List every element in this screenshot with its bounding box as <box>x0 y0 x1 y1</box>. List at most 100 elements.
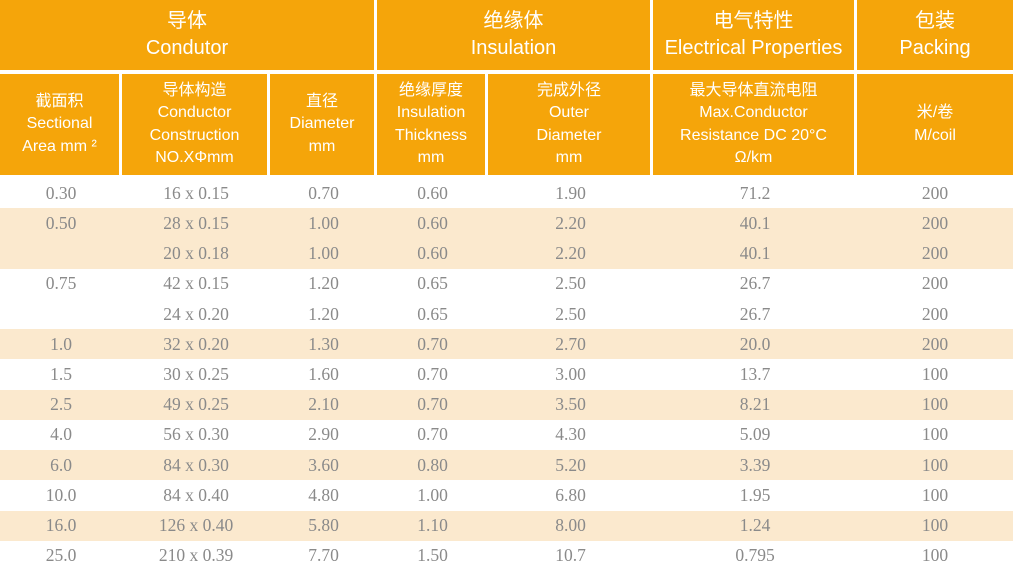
cell-conductor-construction: 16 x 0.15 <box>163 182 229 203</box>
cell-sectional-area: 6.0 <box>50 454 72 475</box>
cell-max-resistance: 8.21 <box>739 394 771 415</box>
cell-sectional-area: 16.0 <box>45 515 77 536</box>
cell-m-per-coil: 100 <box>921 545 949 566</box>
cell-insulation-thickness: 1.10 <box>417 515 448 536</box>
cell-conductor-construction: 84 x 0.40 <box>163 484 229 505</box>
cell-max-resistance: 3.39 <box>739 454 771 475</box>
table-row: 0.50 28 x 0.15 1.00 0.60 2.20 40.1 200 <box>0 208 1013 239</box>
cell-diameter: 1.00 <box>308 212 339 233</box>
cell-outer-diameter: 4.30 <box>555 424 586 445</box>
cell-sectional-area: 4.0 <box>50 424 72 445</box>
cell-insulation-thickness: 0.70 <box>417 424 448 445</box>
cell-max-resistance: 5.09 <box>739 424 771 445</box>
cell-outer-diameter: 3.50 <box>555 394 586 415</box>
cell-m-per-coil: 200 <box>921 273 949 294</box>
cell-insulation-thickness: 0.65 <box>417 303 448 324</box>
table-row: 1.5 30 x 0.25 1.60 0.70 3.00 13.7 100 <box>0 359 1013 390</box>
cell-outer-diameter: 2.20 <box>555 243 586 264</box>
table-row: 10.0 84 x 0.40 4.80 1.00 6.80 1.95 100 <box>0 480 1013 511</box>
cell-outer-diameter: 1.90 <box>555 182 586 203</box>
cell-m-per-coil: 200 <box>921 243 949 264</box>
cell-max-resistance: 40.1 <box>739 243 771 264</box>
column-header-conductor-construction: 导体构造 Conductor Construction NO.XΦmm <box>122 74 270 175</box>
cell-insulation-thickness: 0.70 <box>417 333 448 354</box>
cell-max-resistance: 26.7 <box>739 303 771 324</box>
cell-diameter: 7.70 <box>308 545 339 566</box>
cell-conductor-construction: 42 x 0.15 <box>163 273 229 294</box>
cell-max-resistance: 26.7 <box>739 273 771 294</box>
cell-sectional-area: 25.0 <box>45 545 77 566</box>
group-header-packing: 包装 Packing <box>857 0 1013 70</box>
group-header-row: 导体 Condutor 绝缘体 Insulation 电气特性 Electric… <box>0 0 1013 70</box>
table-body: 0.30 16 x 0.15 0.70 0.60 1.90 71.2 200 0.50 28 x… <box>0 178 1013 571</box>
cell-conductor-construction: 24 x 0.20 <box>163 303 229 324</box>
cell-insulation-thickness: 0.70 <box>417 394 448 415</box>
cell-diameter: 2.10 <box>308 394 339 415</box>
cell-insulation-thickness: 1.50 <box>417 545 448 566</box>
group-header-insulation: 绝缘体 Insulation <box>377 0 653 70</box>
table-row: 1.0 32 x 0.20 1.30 0.70 2.70 20.0 200 <box>0 329 1013 360</box>
cell-diameter: 1.30 <box>308 333 339 354</box>
cell-max-resistance: 20.0 <box>739 333 771 354</box>
cell-conductor-construction: 84 x 0.30 <box>163 454 229 475</box>
cell-outer-diameter: 2.20 <box>555 212 586 233</box>
table-row: 0.30 16 x 0.15 0.70 0.60 1.90 71.2 200 <box>0 178 1013 209</box>
cell-conductor-construction: 56 x 0.30 <box>163 424 229 445</box>
cell-sectional-area: 2.5 <box>50 394 72 415</box>
cell-conductor-construction: 49 x 0.25 <box>163 394 229 415</box>
cell-insulation-thickness: 0.70 <box>417 364 448 385</box>
cell-diameter: 4.80 <box>308 484 339 505</box>
cell-sectional-area: 10.0 <box>45 484 77 505</box>
table-row: 16.0 126 x 0.40 5.80 1.10 8.00 1.24 100 <box>0 510 1013 541</box>
cell-insulation-thickness: 1.00 <box>417 484 448 505</box>
cell-sectional-area: 1.5 <box>50 364 72 385</box>
column-header-diameter: 直径 Diameter mm <box>270 74 377 175</box>
column-header-max-resistance: 最大导体直流电阻 Max.Conductor Resistance DC 20°… <box>653 74 857 175</box>
cell-outer-diameter: 2.70 <box>555 333 586 354</box>
table-row: 2.5 49 x 0.25 2.10 0.70 3.50 8.21 100 <box>0 389 1013 420</box>
cell-diameter: 1.00 <box>308 243 339 264</box>
cell-insulation-thickness: 0.80 <box>417 454 448 475</box>
cell-m-per-coil: 200 <box>921 333 949 354</box>
cell-max-resistance: 40.1 <box>739 212 771 233</box>
cell-outer-diameter: 3.00 <box>555 364 586 385</box>
cell-outer-diameter: 5.20 <box>555 454 586 475</box>
cell-insulation-thickness: 0.60 <box>417 243 448 264</box>
table-row: 25.0 210 x 0.39 7.70 1.50 10.7 0.795 100 <box>0 540 1013 571</box>
cell-sectional-area: 1.0 <box>50 333 72 354</box>
cell-diameter: 1.20 <box>308 273 339 294</box>
cell-diameter: 5.80 <box>308 515 339 536</box>
cell-max-resistance: 1.95 <box>739 484 771 505</box>
cell-diameter: 0.70 <box>308 182 339 203</box>
cell-max-resistance: 1.24 <box>739 515 771 536</box>
cell-m-per-coil: 200 <box>921 212 949 233</box>
table-row: 20 x 0.18 1.00 0.60 2.20 40.1 200 <box>0 238 1013 269</box>
cell-outer-diameter: 10.7 <box>555 545 586 566</box>
cell-m-per-coil: 100 <box>921 515 949 536</box>
table-row: 4.0 56 x 0.30 2.90 0.70 4.30 5.09 100 <box>0 419 1013 451</box>
cell-outer-diameter: 2.50 <box>555 303 586 324</box>
cell-insulation-thickness: 0.60 <box>417 212 448 233</box>
table-row: 6.0 84 x 0.30 3.60 0.80 5.20 3.39 100 <box>0 450 1013 481</box>
cell-conductor-construction: 126 x 0.40 <box>158 515 234 536</box>
cell-outer-diameter: 6.80 <box>555 484 586 505</box>
group-header-electrical-properties: 电气特性 Electrical Properties <box>653 0 857 70</box>
cell-sectional-area: 0.75 <box>45 273 77 294</box>
column-header-sectional-area: 截面积 Sectional Area mm ² <box>0 74 122 175</box>
cell-conductor-construction: 20 x 0.18 <box>163 243 229 264</box>
cell-max-resistance: 0.795 <box>735 545 775 566</box>
cell-diameter: 3.60 <box>308 454 339 475</box>
group-header-conductor: 导体 Condutor <box>0 0 377 70</box>
cell-sectional-area: 0.30 <box>45 182 77 203</box>
column-header-m-per-coil: 米/卷 M/coil <box>857 74 1013 175</box>
cell-conductor-construction: 30 x 0.25 <box>163 364 229 385</box>
cell-max-resistance: 71.2 <box>739 182 771 203</box>
column-header-outer-diameter: 完成外径 Outer Diameter mm <box>488 74 653 175</box>
cell-sectional-area: 0.50 <box>45 212 77 233</box>
cell-m-per-coil: 200 <box>921 303 949 324</box>
cell-insulation-thickness: 0.65 <box>417 273 448 294</box>
cell-max-resistance: 13.7 <box>739 364 771 385</box>
cell-diameter: 1.60 <box>308 364 339 385</box>
table-row: 24 x 0.20 1.20 0.65 2.50 26.7 200 <box>0 298 1013 330</box>
cell-m-per-coil: 100 <box>921 484 949 505</box>
